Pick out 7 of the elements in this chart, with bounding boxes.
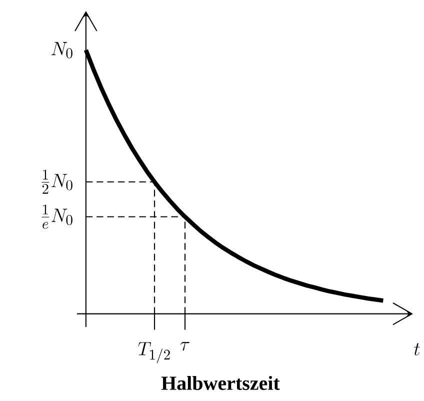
x-tick-label: $T_{1/2}$ [138, 342, 170, 364]
ref-line-label: $\frac{1}{e}N_0$ [42, 204, 72, 229]
ref-line-label: $\frac{1}{2}N_0$ [42, 170, 72, 194]
x-tick-label: $\tau$ [180, 342, 190, 351]
text: $N_0$ [52, 42, 72, 58]
text: Halbwertszeit [161, 376, 280, 390]
x-axis-title: $t$ [414, 343, 420, 356]
